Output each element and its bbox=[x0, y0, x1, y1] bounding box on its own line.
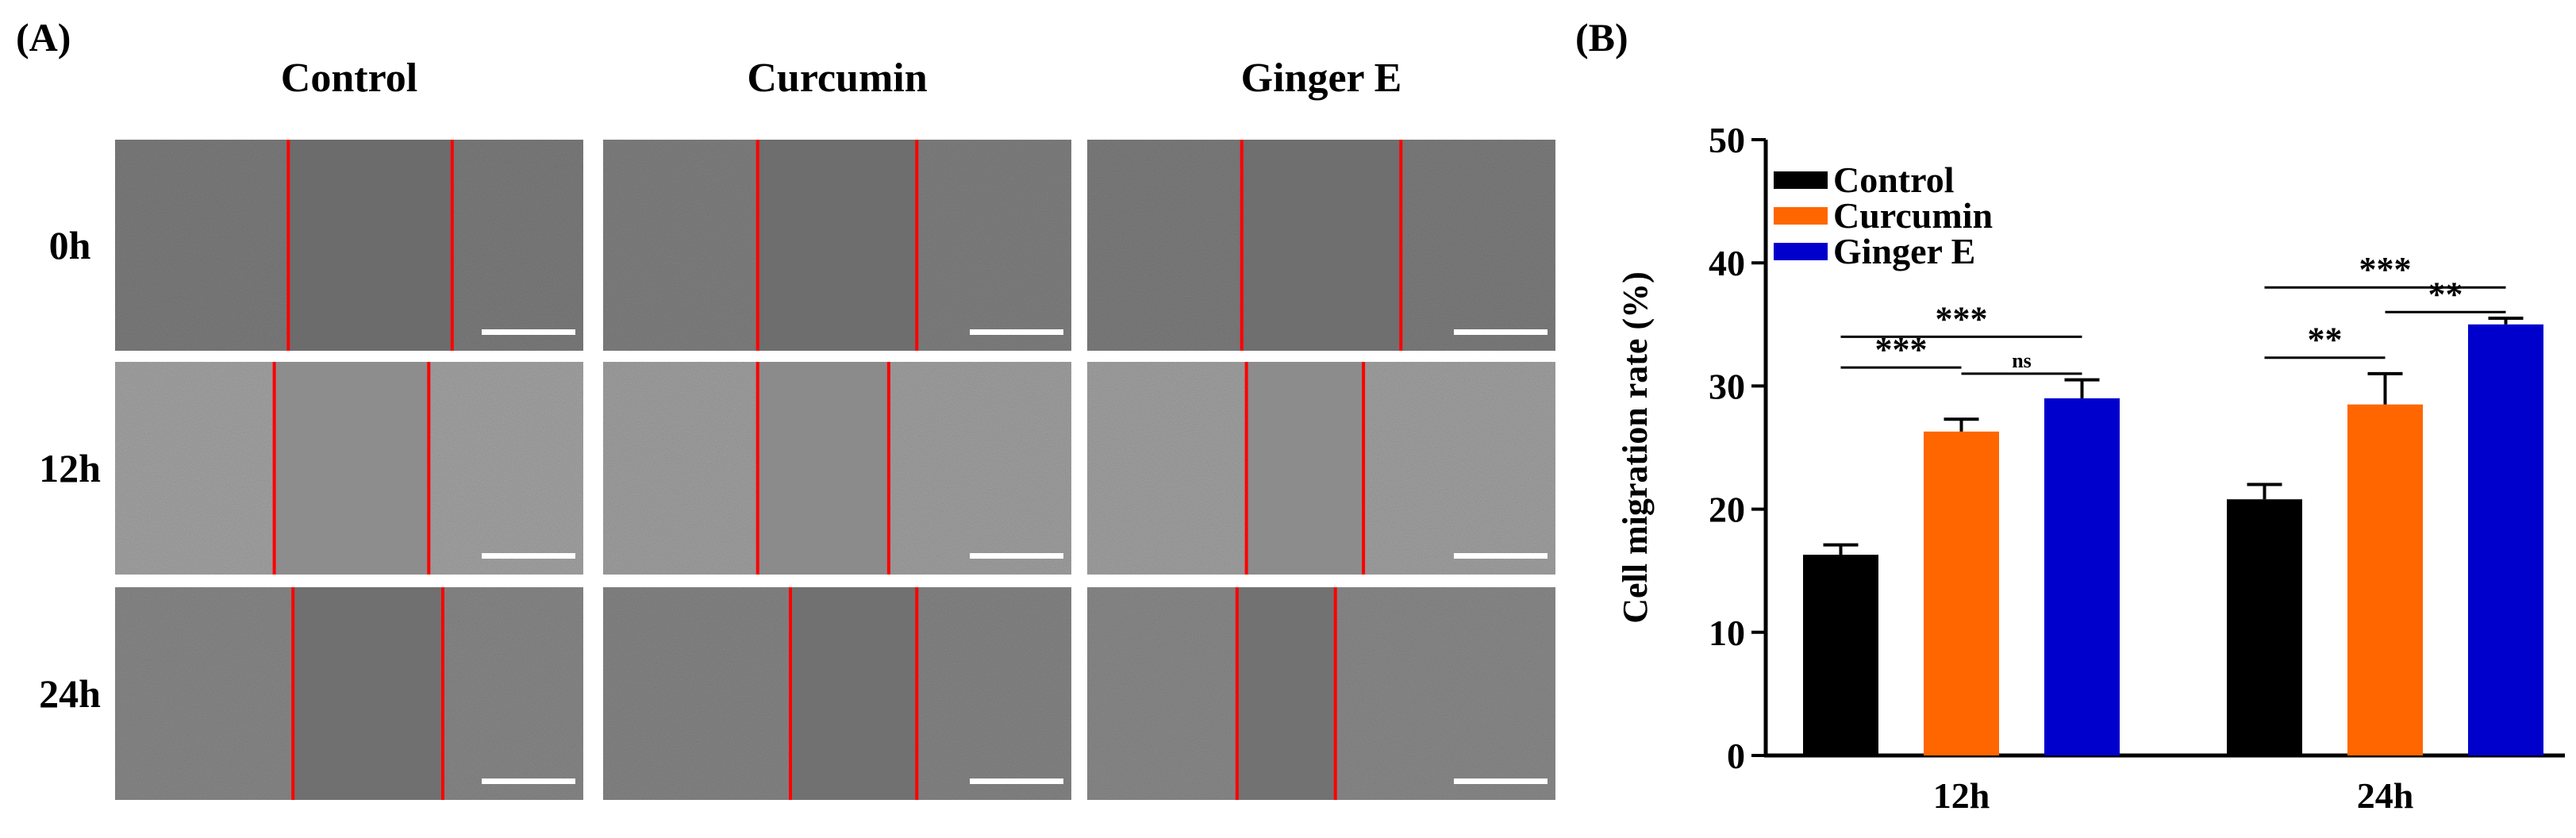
bar-ginger-e-24h bbox=[2468, 324, 2543, 755]
row-label-0h: 0h bbox=[49, 223, 91, 267]
micrograph-ginger-e-12h bbox=[1087, 362, 1555, 575]
y-tick-label: 30 bbox=[1709, 366, 1745, 406]
significance-label: *** bbox=[1936, 299, 1988, 338]
panel-b-bar-chart: (B) 0 10 20 30 40 50 Cell migration rate (%) 12… bbox=[1575, 15, 2565, 816]
scratch-gap bbox=[293, 587, 443, 800]
micrograph-control-0h bbox=[115, 140, 583, 351]
row-labels: 0h 12h 24h bbox=[39, 223, 101, 716]
x-tick-label-24h: 24h bbox=[2357, 775, 2414, 816]
micrograph-ginger-e-0h bbox=[1087, 140, 1555, 351]
bar-curcumin-24h bbox=[2347, 404, 2423, 755]
column-header-ginger-e: Ginger E bbox=[1241, 56, 1402, 101]
bar-curcumin-12h bbox=[1924, 431, 1999, 755]
micrograph-curcumin-24h bbox=[603, 587, 1071, 800]
panel-a-label: (A) bbox=[16, 15, 71, 60]
scratch-gap bbox=[274, 362, 429, 575]
micrograph-ginger-e-24h bbox=[1087, 587, 1555, 800]
scratch-gap bbox=[1241, 140, 1401, 351]
scale-bar bbox=[1454, 329, 1548, 335]
scratch-gap bbox=[790, 587, 917, 800]
scale-bar bbox=[970, 778, 1063, 784]
micrograph-curcumin-0h bbox=[603, 140, 1071, 351]
legend-swatch-control bbox=[1774, 171, 1828, 189]
scale-bar bbox=[482, 778, 575, 784]
scale-bar bbox=[1454, 778, 1548, 784]
y-tick-label: 40 bbox=[1709, 243, 1745, 283]
column-header-curcumin: Curcumin bbox=[747, 56, 927, 101]
legend-label-control: Control bbox=[1833, 160, 1955, 200]
legend-label-curcumin: Curcumin bbox=[1833, 195, 1993, 236]
bar-control-24h bbox=[2227, 499, 2302, 755]
scratch-gap bbox=[1246, 362, 1364, 575]
significance-label: ns bbox=[2012, 349, 2032, 372]
y-tick-label: 50 bbox=[1709, 120, 1745, 160]
panel-b-label: (B) bbox=[1575, 15, 1628, 60]
significance-label: ** bbox=[2308, 321, 2343, 359]
row-label-24h: 24h bbox=[39, 671, 101, 716]
column-header-control: Control bbox=[281, 56, 417, 101]
micrograph-curcumin-12h bbox=[603, 362, 1071, 575]
x-tick-label-12h: 12h bbox=[1933, 775, 1990, 816]
significance-label: ** bbox=[2428, 275, 2463, 313]
scratch-gap bbox=[1236, 587, 1336, 800]
bar-control-12h bbox=[1803, 555, 1878, 755]
micrograph-grid bbox=[115, 140, 1555, 800]
y-tick-label: 10 bbox=[1709, 613, 1745, 653]
column-headers: Control Curcumin Ginger E bbox=[281, 56, 1402, 101]
row-label-12h: 12h bbox=[39, 446, 101, 490]
scratch-gap bbox=[288, 140, 452, 351]
scale-bar bbox=[482, 329, 575, 335]
legend-swatch-ginger-e bbox=[1774, 243, 1828, 260]
scale-bar bbox=[1454, 553, 1548, 559]
micrograph-control-12h bbox=[115, 362, 583, 575]
legend-swatch-curcumin bbox=[1774, 207, 1828, 225]
significance-label: *** bbox=[2359, 250, 2412, 289]
scale-bar bbox=[970, 553, 1063, 559]
y-tick-label: 20 bbox=[1709, 490, 1745, 530]
bar-chart: 0 10 20 30 40 50 Cell migration rate (%) 12h 24h… bbox=[1616, 120, 2565, 816]
legend-label-ginger-e: Ginger E bbox=[1833, 231, 1975, 271]
y-axis-label: Cell migration rate (%) bbox=[1616, 271, 1655, 624]
scale-bar bbox=[482, 553, 575, 559]
scale-bar bbox=[970, 329, 1063, 335]
bar-ginger-e-12h bbox=[2044, 398, 2120, 755]
scratch-gap bbox=[757, 362, 889, 575]
micrograph-control-24h bbox=[115, 587, 583, 800]
panel-a-micrographs: (A) Control Curcumin Ginger E 0h 12h 24h bbox=[16, 15, 1555, 800]
scratch-gap bbox=[757, 140, 917, 351]
y-tick-label: 0 bbox=[1727, 736, 1745, 776]
